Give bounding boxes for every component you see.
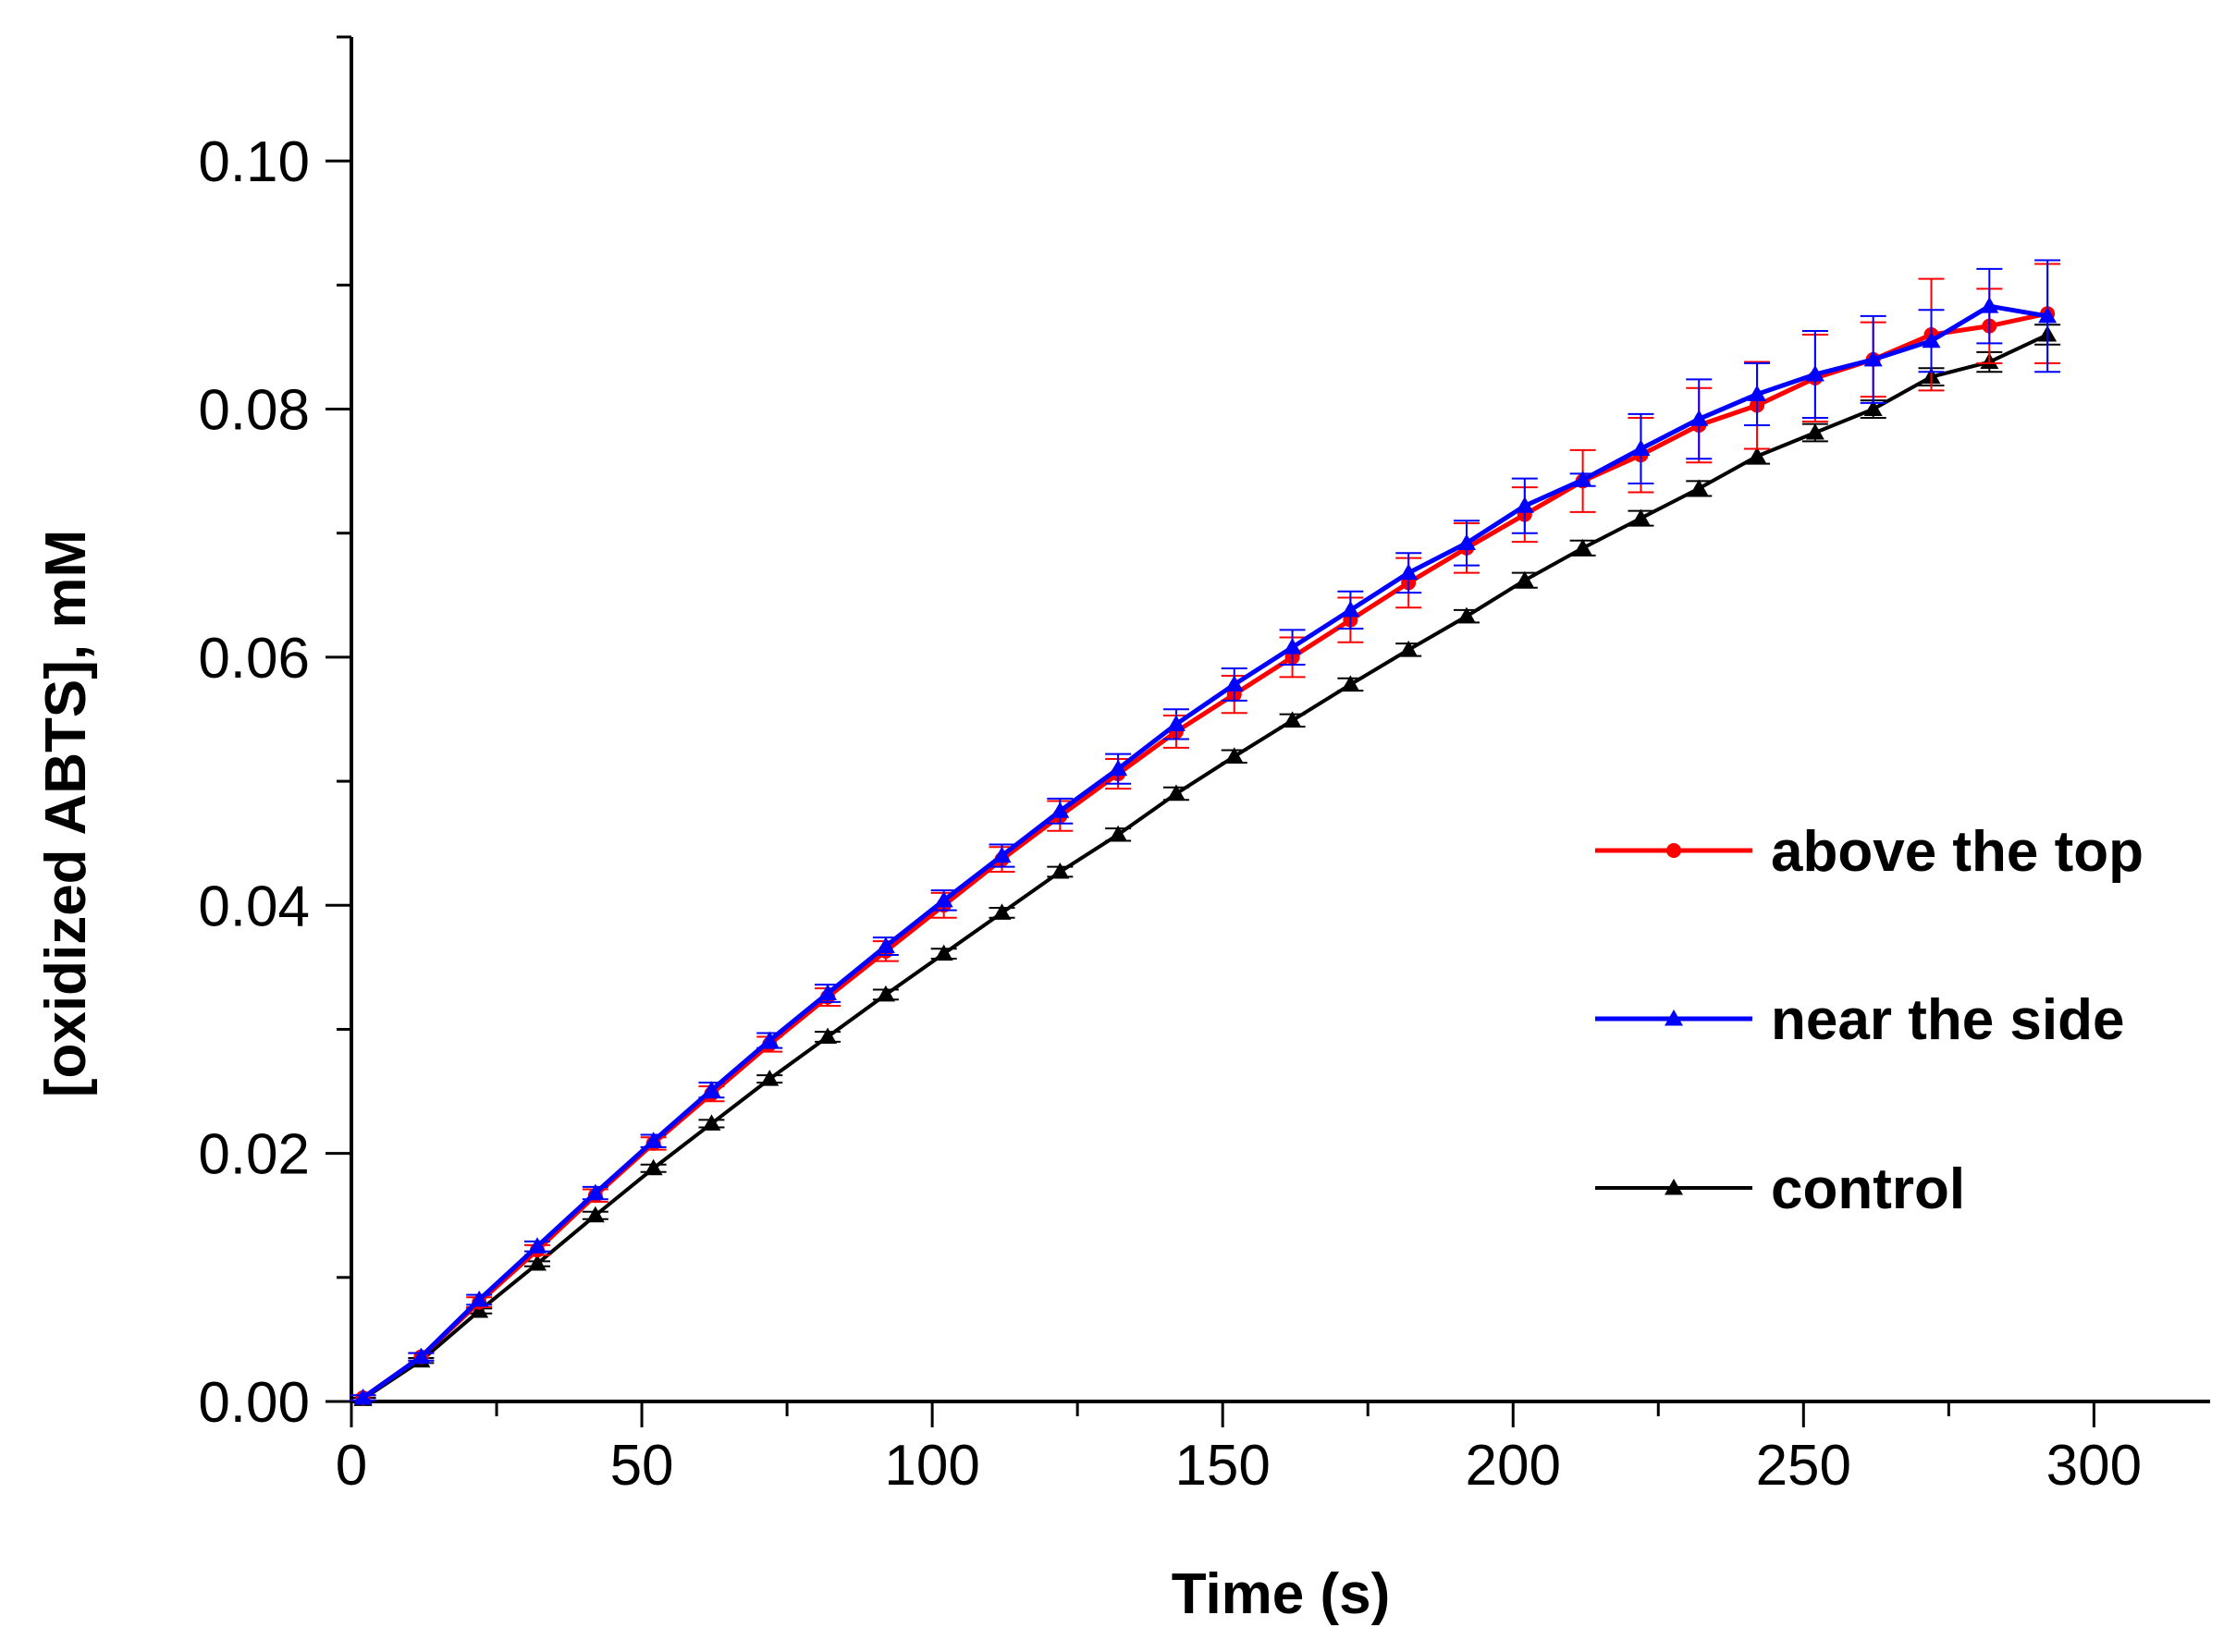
data-point (818, 984, 838, 1001)
data-point (934, 944, 953, 961)
legend-label: above the top (1771, 820, 2144, 884)
data-point (1399, 640, 1419, 657)
x-tick-label: 50 (610, 1434, 674, 1498)
data-point (1166, 784, 1186, 802)
legend-item-above-the-top: above the top (1595, 820, 2144, 884)
axes: 0 50 100 150 200 250 300 0.00 0.02 0.04 0.06 0.08 0.… (198, 35, 2210, 1498)
legend-swatch-marker (1666, 843, 1681, 858)
data-point (1515, 496, 1534, 513)
y-tick-label: 0.04 (198, 875, 310, 938)
series-line (362, 303, 2048, 1401)
data-point (992, 846, 1012, 863)
data-point (1863, 349, 1883, 367)
data-point (1980, 297, 1999, 313)
data-point (412, 1347, 431, 1364)
series-group (350, 259, 2061, 1406)
y-axis-title: [oxidized ABTS], mM (34, 530, 98, 1097)
y-tick-label: 0.06 (198, 627, 310, 691)
data-point (1689, 479, 1709, 496)
x-tick-label: 200 (1466, 1434, 1561, 1498)
data-point (1805, 364, 1824, 382)
data-point (1224, 747, 1244, 764)
data-point (1863, 399, 1883, 417)
x-axis-title: Time (s) (1172, 1562, 1391, 1626)
data-point (934, 890, 953, 908)
data-point (470, 1290, 489, 1307)
data-point (353, 1388, 373, 1405)
data-point (992, 903, 1012, 920)
legend: above the top near the side control (1595, 820, 2144, 1221)
legend-label: control (1771, 1157, 1965, 1221)
x-tick-label: 0 (336, 1434, 367, 1498)
series-near-the-side (350, 259, 2061, 1405)
data-point (1631, 508, 1651, 526)
y-tick-label: 0.02 (198, 1123, 310, 1187)
data-point (2038, 306, 2058, 324)
x-tick-label: 100 (884, 1434, 979, 1498)
legend-item-near-the-side: near the side (1595, 988, 2124, 1052)
data-point (760, 1070, 780, 1086)
data-point (585, 1205, 605, 1223)
data-point (1457, 606, 1476, 624)
data-point (644, 1158, 663, 1176)
data-point (1283, 638, 1302, 655)
data-point (702, 1081, 721, 1097)
legend-label: near the side (1771, 988, 2124, 1052)
data-point (1748, 385, 1767, 401)
x-tick-label: 300 (2046, 1434, 2142, 1498)
data-point (1573, 471, 1592, 487)
data-point (1922, 331, 1941, 349)
legend-item-control: control (1595, 1157, 1965, 1221)
data-point (470, 1302, 489, 1318)
data-point (1166, 715, 1186, 731)
data-point (1283, 711, 1302, 728)
data-point (876, 936, 895, 954)
y-tick-label: 0.08 (198, 379, 310, 443)
data-point (1631, 439, 1651, 456)
data-point (760, 1031, 780, 1048)
data-point (1805, 423, 1824, 440)
data-point (876, 985, 895, 1002)
data-point (1050, 863, 1070, 879)
data-point (585, 1183, 605, 1201)
y-tick-label: 0.00 (198, 1371, 310, 1435)
data-point (644, 1132, 663, 1148)
data-point (1457, 533, 1476, 550)
legend-swatch-marker (1665, 1179, 1683, 1195)
data-point (1341, 675, 1360, 691)
data-point (528, 1254, 547, 1271)
series-line (362, 333, 2048, 1401)
data-point (818, 1027, 838, 1045)
data-point (1224, 675, 1244, 691)
data-point (1109, 825, 1128, 842)
legend-swatch-marker (1665, 1010, 1683, 1026)
x-tick-label: 250 (1756, 1434, 1851, 1498)
x-tick-label: 150 (1174, 1434, 1270, 1498)
data-point (1341, 600, 1360, 618)
data-point (1050, 802, 1070, 818)
data-point (1399, 563, 1419, 581)
data-point (1109, 759, 1128, 777)
data-point (702, 1114, 721, 1131)
data-point (528, 1237, 547, 1254)
data-point (1689, 410, 1709, 426)
data-point (1573, 538, 1592, 556)
y-tick-label: 0.10 (198, 130, 310, 194)
data-point (1748, 447, 1767, 464)
data-point (1515, 570, 1534, 588)
